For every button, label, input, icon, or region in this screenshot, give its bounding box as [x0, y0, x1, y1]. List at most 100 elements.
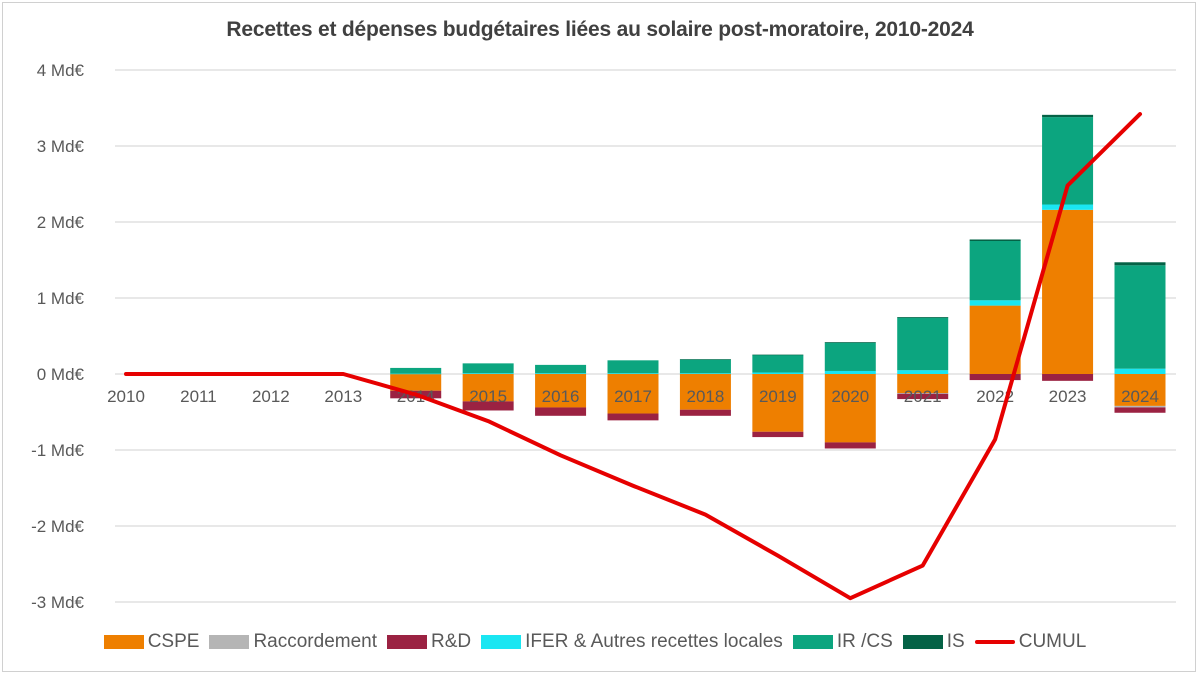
x-tick-labels: 2010 2011 2012 2013 2014 2015 2016 2017 2018 2019… — [107, 387, 1159, 406]
y-tick-label: -3 Md€ — [31, 593, 84, 612]
y-tick-label: -2 Md€ — [31, 517, 84, 536]
legend-label: Raccordement — [253, 631, 378, 652]
bar-segment-r-d-2023 — [1042, 374, 1094, 381]
y-tick-label: 4 Md€ — [37, 61, 85, 80]
y-tick-label: 2 Md€ — [37, 213, 85, 232]
legend-item: R&D — [387, 631, 471, 653]
x-tick-label: 2021 — [904, 387, 942, 406]
legend-line-icon — [974, 640, 1015, 644]
x-tick-label: 2012 — [252, 387, 290, 406]
bar-segment-cspe-2018 — [679, 374, 731, 410]
bar-segment-ir-cs-2019 — [752, 355, 804, 373]
bar-segment-ifer-autres-recettes-locales-2021 — [897, 370, 949, 374]
bar-segment-r-d-2018 — [679, 409, 731, 416]
bar-segment-raccordement-2024 — [1114, 405, 1166, 408]
legend: CSPE Raccordement R&D IFER & Autres recette… — [0, 631, 1200, 653]
bar-segment-ir-cs-2021 — [897, 317, 949, 371]
bar-segment-r-d-2022 — [969, 374, 1021, 381]
bar-segment-ir-cs-2017 — [607, 360, 659, 374]
legend-label: CUMUL — [1018, 631, 1087, 652]
chart-title: Recettes et dépenses budgétaires liées a… — [226, 18, 974, 41]
bar-segment-r-d-2020 — [824, 442, 876, 449]
legend-label: CSPE — [147, 631, 200, 652]
bar-segment-cspe-2019 — [752, 374, 804, 432]
x-tick-label: 2018 — [687, 387, 725, 406]
legend-swatch-icon — [387, 635, 428, 649]
bar-segment-ifer-autres-recettes-locales-2020 — [824, 370, 876, 374]
legend-label: IR /CS — [836, 631, 893, 652]
x-tick-label: 2020 — [831, 387, 869, 406]
y-tick-labels: 4 Md€ 3 Md€ 2 Md€ 1 Md€ 0 Md€ -1 Md€ -2 Md€ -3 … — [31, 61, 84, 612]
bar-segment-is-2021 — [897, 317, 949, 318]
x-tick-label: 2019 — [759, 387, 797, 406]
legend-item: IFER & Autres recettes locales — [481, 631, 783, 653]
bar-segment-cspe-2024 — [1114, 374, 1166, 406]
bar-segment-ir-cs-2022 — [969, 241, 1021, 301]
legend-label: IS — [946, 631, 965, 652]
legend-swatch-icon — [792, 635, 833, 649]
x-tick-label: 2016 — [542, 387, 580, 406]
bar-segment-ifer-autres-recettes-locales-2014 — [390, 373, 442, 375]
legend-swatch-icon — [481, 635, 522, 649]
y-tick-label: -1 Md€ — [31, 441, 84, 460]
bar-segment-is-2018 — [679, 359, 731, 360]
bar-segment-is-2024 — [1114, 262, 1166, 266]
bar-segment-ifer-autres-recettes-locales-2018 — [679, 373, 731, 374]
x-tick-label: 2017 — [614, 387, 652, 406]
bar-segment-cspe-2015 — [462, 374, 514, 402]
legend-swatch-icon — [902, 635, 943, 649]
legend-item: CSPE — [103, 631, 200, 653]
x-tick-label: 2010 — [107, 387, 145, 406]
legend-item: CUMUL — [974, 631, 1087, 653]
bar-segment-cspe-2014 — [390, 374, 442, 391]
legend-item: Raccordement — [209, 631, 377, 653]
bar-segment-cspe-2020 — [824, 374, 876, 443]
bar-segment-ir-cs-2016 — [535, 364, 587, 374]
bar-segment-cspe-2022 — [969, 305, 1021, 374]
bar-segment-r-d-2021 — [897, 393, 949, 400]
bar-segment-ir-cs-2024 — [1114, 265, 1166, 369]
bar-segment-raccordement-2021 — [897, 393, 949, 394]
y-tick-label: 0 Md€ — [37, 365, 85, 384]
bar-segment-cspe-2023 — [1042, 209, 1094, 374]
bar-segment-r-d-2017 — [607, 413, 659, 421]
cumul-line-group — [124, 112, 1142, 601]
x-tick-label: 2015 — [469, 387, 507, 406]
bar-segment-ifer-autres-recettes-locales-2016 — [535, 373, 587, 374]
bar-segment-cspe-2016 — [535, 374, 587, 408]
y-tick-label: 1 Md€ — [37, 289, 85, 308]
x-tick-label: 2013 — [324, 387, 362, 406]
bar-segment-ifer-autres-recettes-locales-2023 — [1042, 204, 1094, 210]
x-tick-label: 2024 — [1121, 387, 1159, 406]
x-tick-label: 2011 — [180, 387, 217, 406]
bar-segment-cspe-2017 — [607, 374, 659, 414]
bar-segment-r-d-2016 — [535, 407, 587, 416]
legend-label: R&D — [431, 631, 472, 652]
y-tick-label: 3 Md€ — [37, 137, 85, 156]
bar-segment-is-2022 — [969, 239, 1021, 241]
bar-segment-is-2020 — [824, 342, 876, 343]
bar-segment-ir-cs-2020 — [824, 342, 876, 371]
bar-segment-ifer-autres-recettes-locales-2017 — [607, 373, 659, 374]
bar-segment-r-d-2019 — [752, 431, 804, 438]
legend-item: IS — [902, 631, 965, 653]
bar-segment-ir-cs-2015 — [462, 363, 514, 374]
legend-label: IFER & Autres recettes locales — [525, 631, 783, 652]
bar-segment-ir-cs-2014 — [390, 367, 442, 374]
bar-segment-ifer-autres-recettes-locales-2015 — [462, 373, 514, 374]
bar-segment-ifer-autres-recettes-locales-2019 — [752, 372, 804, 374]
bar-segment-ifer-autres-recettes-locales-2022 — [969, 300, 1021, 306]
legend-swatch-icon — [209, 635, 250, 649]
legend-swatch-icon — [103, 635, 144, 649]
bar-segment-ir-cs-2018 — [679, 359, 731, 374]
bars — [390, 114, 1166, 449]
bar-segment-is-2023 — [1042, 114, 1094, 118]
legend-item: IR /CS — [792, 631, 893, 653]
bar-segment-ifer-autres-recettes-locales-2024 — [1114, 368, 1166, 374]
x-tick-label: 2023 — [1049, 387, 1087, 406]
bar-segment-r-d-2024 — [1114, 407, 1166, 413]
bar-segment-cspe-2021 — [897, 374, 949, 393]
bar-segment-r-d-2015 — [462, 401, 514, 411]
bar-segment-is-2019 — [752, 354, 804, 356]
